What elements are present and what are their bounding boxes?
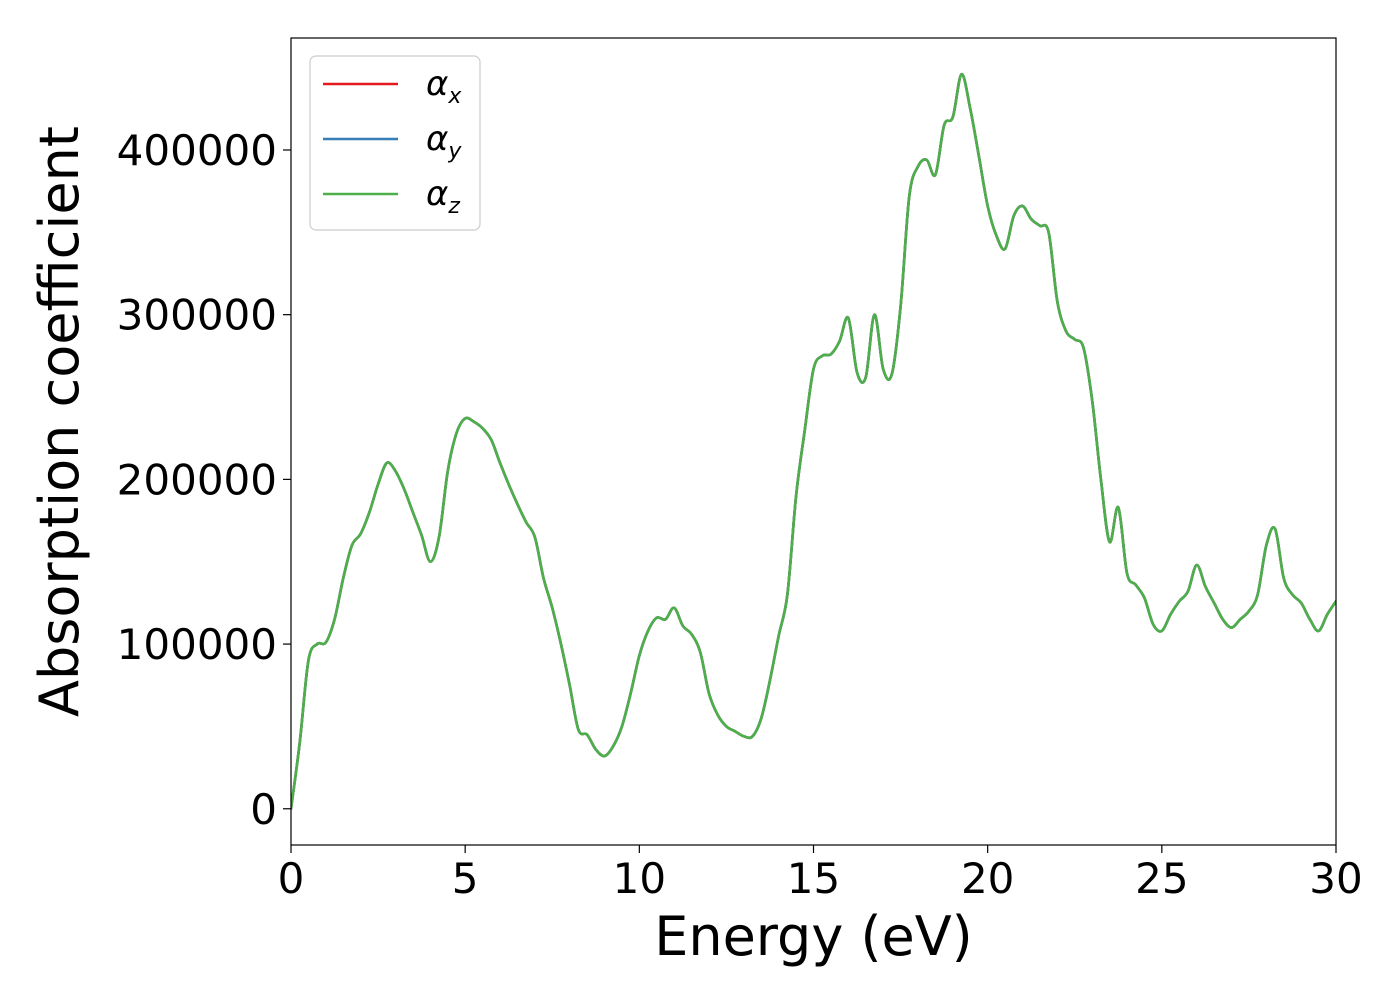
x-tick-label: 10: [613, 854, 666, 903]
y-tick-label: 400000: [117, 126, 277, 175]
y-tick-label: 300000: [117, 291, 277, 340]
legend-label: αz: [426, 174, 460, 219]
y-tick-label: 200000: [117, 455, 277, 504]
x-tick-label: 0: [278, 854, 305, 903]
series-lines: [291, 72, 1336, 811]
legend-label: αx: [426, 64, 462, 109]
x-tick-label: 20: [961, 854, 1014, 903]
legend-item-y: αy: [323, 119, 462, 164]
x-axis-ticks: 0 5 10 15 20 25 30: [278, 845, 1363, 903]
x-axis-label: Energy (eV): [654, 905, 973, 968]
legend: αx αy αz: [309, 55, 481, 231]
y-tick-label: 0: [250, 785, 277, 834]
plot-area: [290, 37, 1337, 846]
x-tick-label: 15: [787, 854, 840, 903]
x-tick-label: 30: [1309, 854, 1362, 903]
x-tick-label: 5: [452, 854, 479, 903]
x-tick-label: 25: [1135, 854, 1188, 903]
y-axis-ticks: 0 100000 200000 300000 400000: [117, 126, 291, 834]
legend-box: [309, 55, 481, 231]
y-tick-label: 100000: [117, 620, 277, 669]
series-line-z: [291, 72, 1336, 811]
legend-label: αy: [426, 119, 462, 164]
legend-item-z: αz: [323, 174, 460, 219]
legend-item-x: αx: [323, 64, 462, 109]
y-axis-label: Absorption coefficient: [28, 126, 91, 717]
